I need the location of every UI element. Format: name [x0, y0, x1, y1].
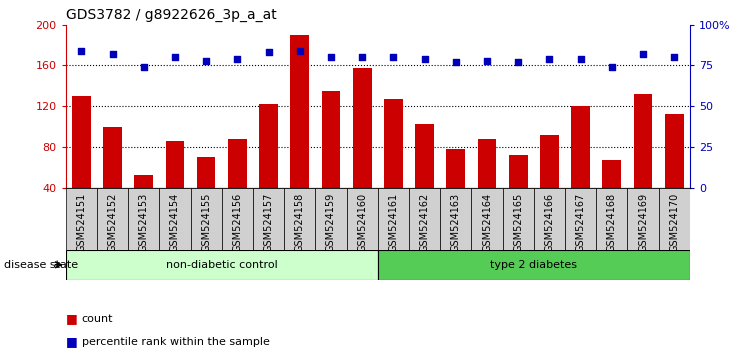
Bar: [103, 127, 122, 188]
Bar: [128, 188, 159, 250]
Bar: [440, 188, 472, 250]
Point: [75, 48, 87, 54]
Bar: [315, 188, 347, 250]
Bar: [627, 188, 658, 250]
Bar: [291, 35, 309, 188]
Bar: [596, 188, 627, 250]
Bar: [540, 135, 558, 188]
Bar: [228, 139, 247, 188]
Bar: [384, 99, 403, 188]
Text: GSM524153: GSM524153: [139, 193, 149, 252]
Bar: [665, 114, 683, 188]
Bar: [66, 188, 97, 250]
Point: [200, 58, 212, 63]
Bar: [658, 188, 690, 250]
Bar: [191, 188, 222, 250]
Text: count: count: [82, 314, 113, 324]
Point: [669, 55, 680, 60]
Text: GSM524156: GSM524156: [232, 193, 242, 252]
Point: [544, 56, 556, 62]
Bar: [253, 188, 284, 250]
Bar: [572, 106, 590, 188]
Bar: [66, 250, 377, 280]
Text: GSM524168: GSM524168: [607, 193, 617, 252]
Point: [325, 55, 337, 60]
Text: GSM524163: GSM524163: [451, 193, 461, 252]
Text: GSM524152: GSM524152: [107, 193, 118, 252]
Point: [169, 55, 181, 60]
Bar: [602, 160, 621, 188]
Bar: [347, 188, 378, 250]
Point: [606, 64, 618, 70]
Bar: [284, 188, 315, 250]
Text: GSM524159: GSM524159: [326, 193, 336, 252]
Bar: [415, 124, 434, 188]
Text: GSM524169: GSM524169: [638, 193, 648, 252]
Text: ■: ■: [66, 335, 77, 348]
Text: GSM524160: GSM524160: [357, 193, 367, 252]
Bar: [134, 176, 153, 188]
Text: GSM524157: GSM524157: [264, 193, 274, 252]
Bar: [502, 188, 534, 250]
Text: GSM524164: GSM524164: [482, 193, 492, 252]
Text: GSM524165: GSM524165: [513, 193, 523, 252]
Text: GSM524166: GSM524166: [545, 193, 554, 252]
Bar: [634, 94, 653, 188]
Bar: [509, 155, 528, 188]
Bar: [377, 250, 690, 280]
Point: [263, 50, 274, 55]
Point: [419, 56, 431, 62]
Text: GSM524170: GSM524170: [669, 193, 679, 252]
Bar: [378, 188, 409, 250]
Text: GSM524162: GSM524162: [420, 193, 429, 252]
Text: disease state: disease state: [4, 260, 78, 270]
Text: percentile rank within the sample: percentile rank within the sample: [82, 337, 269, 347]
Bar: [72, 96, 91, 188]
Text: GSM524167: GSM524167: [576, 193, 585, 252]
Text: GSM524158: GSM524158: [295, 193, 304, 252]
Text: ■: ■: [66, 312, 77, 325]
Point: [138, 64, 150, 70]
Bar: [472, 188, 502, 250]
Point: [294, 48, 306, 54]
Bar: [353, 68, 372, 188]
Bar: [447, 149, 465, 188]
Bar: [166, 141, 184, 188]
Bar: [322, 91, 340, 188]
Text: non-diabetic control: non-diabetic control: [166, 259, 277, 270]
Text: GSM524161: GSM524161: [388, 193, 399, 252]
Text: GSM524151: GSM524151: [77, 193, 86, 252]
Bar: [222, 188, 253, 250]
Bar: [159, 188, 191, 250]
Text: GDS3782 / g8922626_3p_a_at: GDS3782 / g8922626_3p_a_at: [66, 8, 277, 22]
Bar: [565, 188, 596, 250]
Bar: [409, 188, 440, 250]
Bar: [197, 157, 215, 188]
Point: [107, 51, 118, 57]
Bar: [259, 104, 278, 188]
Text: type 2 diabetes: type 2 diabetes: [491, 259, 577, 270]
Point: [388, 55, 399, 60]
Point: [575, 56, 586, 62]
Point: [231, 56, 243, 62]
Text: GSM524154: GSM524154: [170, 193, 180, 252]
Point: [637, 51, 649, 57]
Point: [481, 58, 493, 63]
Text: GSM524155: GSM524155: [201, 193, 211, 252]
Point: [356, 55, 368, 60]
Bar: [534, 188, 565, 250]
Bar: [97, 188, 128, 250]
Point: [512, 59, 524, 65]
Bar: [477, 139, 496, 188]
Point: [450, 59, 461, 65]
